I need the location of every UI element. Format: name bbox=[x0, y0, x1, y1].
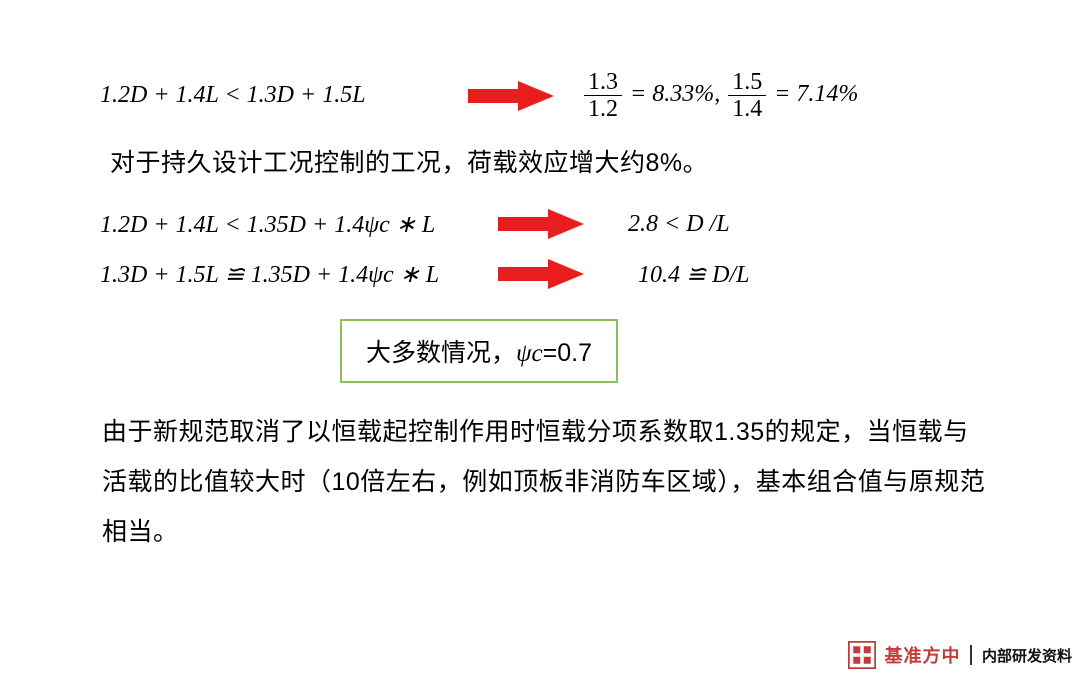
equation-row-1: 1.2D + 1.4L < 1.3D + 1.5L 1.3 1.2 = 8.33… bbox=[100, 70, 990, 121]
explain-text-1: 对于持久设计工况控制的工况，荷载效应增大约8%。 bbox=[110, 143, 990, 179]
eq1-left: 1.2D + 1.4L < 1.3D + 1.5L bbox=[100, 82, 440, 109]
box-psi: ψc bbox=[516, 340, 543, 367]
footer: 基准方中 内部研发资料 bbox=[848, 635, 1080, 675]
brand-name: 基准方中 bbox=[884, 642, 960, 668]
equation-row-3: 1.3D + 1.5L ≌ 1.35D + 1.4ψc ∗ L 10.4 ≌ D… bbox=[100, 257, 990, 291]
eq1-val1: = 8.33%, bbox=[630, 81, 720, 107]
box-value: =0.7 bbox=[543, 339, 592, 367]
fraction-1: 1.3 1.2 bbox=[584, 70, 622, 121]
eq2-right: 2.8 < D /L bbox=[612, 211, 730, 238]
eq2-left: 1.2D + 1.4L < 1.35D + 1.4ψc ∗ L bbox=[100, 210, 470, 239]
doc-label: 内部研发资料 bbox=[982, 645, 1072, 666]
brand-logo-icon bbox=[848, 641, 876, 669]
arrow-icon bbox=[498, 207, 584, 241]
equation-row-2: 1.2D + 1.4L < 1.35D + 1.4ψc ∗ L 2.8 < D … bbox=[100, 207, 990, 241]
arrow-icon bbox=[498, 257, 584, 291]
box-prefix: 大多数情况， bbox=[366, 339, 516, 367]
fraction-2: 1.5 1.4 bbox=[728, 70, 766, 121]
separator bbox=[970, 645, 972, 665]
paragraph: 由于新规范取消了以恒载起控制作用时恒载分项系数取1.35的规定，当恒载与活载的比… bbox=[102, 407, 990, 557]
eq3-right: 10.4 ≌ D/L bbox=[612, 260, 749, 289]
highlight-box: 大多数情况，ψc=0.7 bbox=[340, 319, 618, 383]
eq1-val2: = 7.14% bbox=[774, 81, 858, 107]
slide: 1.2D + 1.4L < 1.3D + 1.5L 1.3 1.2 = 8.33… bbox=[0, 0, 1080, 675]
eq1-right: 1.3 1.2 = 8.33%, 1.5 1.4 = 7.14% bbox=[582, 70, 858, 121]
eq3-left: 1.3D + 1.5L ≌ 1.35D + 1.4ψc ∗ L bbox=[100, 260, 470, 289]
arrow-icon bbox=[468, 79, 554, 113]
